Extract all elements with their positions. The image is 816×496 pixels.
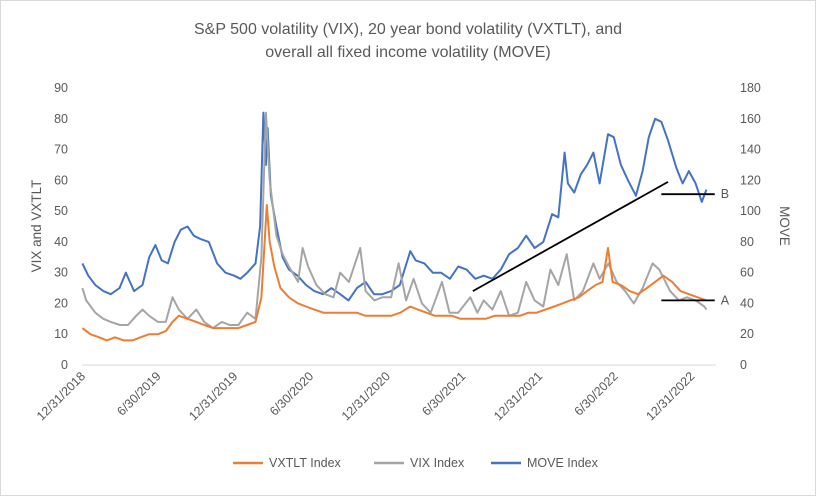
- x-tick-label: 12/31/2019: [186, 369, 240, 423]
- x-axis-ticks: 12/31/2018 6/30/2019 12/31/2019 6/30/2020 12…: [34, 369, 698, 423]
- x-tick-label: 12/31/2018: [34, 369, 88, 423]
- series-line-move-index: [81, 111, 708, 302]
- series-layer: [81, 111, 708, 342]
- x-tick-label: 12/31/2020: [339, 369, 393, 423]
- right-tick-label: 60: [740, 266, 754, 280]
- x-tick-label: 6/30/2019: [114, 369, 163, 418]
- left-tick-label: 50: [54, 204, 68, 218]
- x-tick-label: 12/31/2021: [491, 369, 545, 423]
- left-tick-label: 40: [54, 235, 68, 249]
- legend-label: VIX Index: [410, 456, 465, 470]
- legend-label: VXTLT Index: [269, 456, 342, 470]
- left-axis-ticks: 0 10 20 30 40 50 60 70 80 90: [54, 81, 68, 372]
- chart-title-line1: S&P 500 volatility (VIX), 20 year bond v…: [193, 21, 623, 38]
- x-tick-label: 6/30/2022: [572, 369, 621, 418]
- x-tick-label: 6/30/2020: [267, 369, 316, 418]
- left-tick-label: 70: [54, 143, 68, 157]
- series-line-vxtlt-index: [81, 204, 707, 342]
- left-axis-title: VIX and VXTLT: [29, 180, 44, 273]
- right-tick-label: 20: [740, 327, 754, 341]
- x-tick-label: 12/31/2022: [643, 369, 697, 423]
- left-tick-label: 60: [54, 173, 68, 187]
- annotation-label-a: A: [721, 293, 730, 307]
- left-tick-label: 20: [54, 296, 68, 310]
- chart-title-line2: overall all fixed income volatility (MOV…: [265, 44, 551, 61]
- right-tick-label: 0: [740, 358, 747, 372]
- right-tick-label: 160: [740, 112, 761, 126]
- left-tick-label: 30: [54, 266, 68, 280]
- right-tick-label: 80: [740, 235, 754, 249]
- annotation-label-b: B: [721, 187, 729, 201]
- left-tick-label: 10: [54, 327, 68, 341]
- right-tick-label: 120: [740, 173, 761, 187]
- right-tick-label: 40: [740, 296, 754, 310]
- right-tick-label: 100: [740, 204, 761, 218]
- right-axis-title: MOVE: [777, 206, 792, 246]
- trend-line: [472, 181, 669, 292]
- legend: VXTLT Index VIX Index MOVE Index: [233, 456, 599, 470]
- right-axis-ticks: 0 20 40 60 80 100 120 140 160 180: [740, 81, 761, 372]
- x-tick-label: 6/30/2021: [419, 369, 468, 418]
- right-tick-label: 180: [740, 81, 761, 95]
- series-line-vix-index: [81, 111, 708, 330]
- left-tick-label: 0: [61, 358, 68, 372]
- legend-label: MOVE Index: [527, 456, 599, 470]
- left-tick-label: 80: [54, 112, 68, 126]
- right-tick-label: 140: [740, 143, 761, 157]
- left-tick-label: 90: [54, 81, 68, 95]
- annotation-layer: AB: [472, 181, 730, 307]
